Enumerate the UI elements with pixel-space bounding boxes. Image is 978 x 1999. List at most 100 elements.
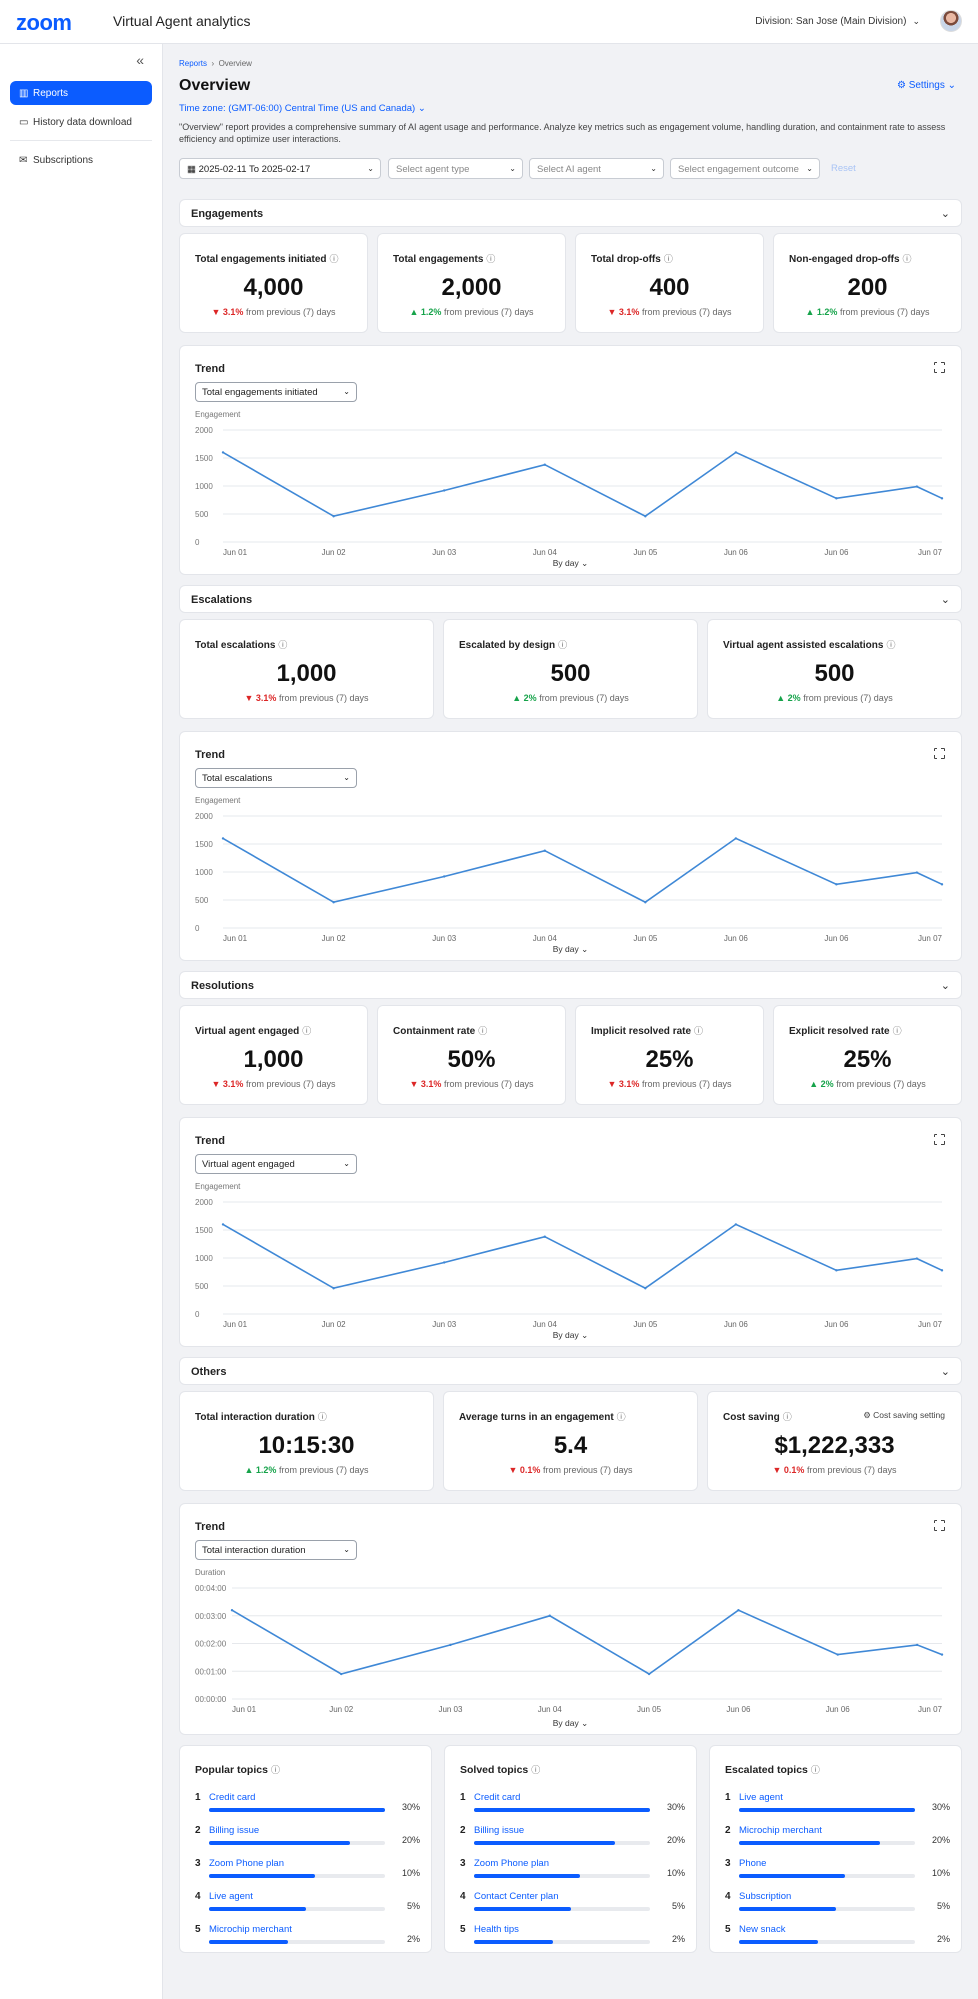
metric-title-label: Total drop-offs: [591, 254, 661, 265]
chevron-down-icon: ⌄: [578, 944, 589, 954]
expand-icon[interactable]: [932, 1132, 947, 1147]
date-range-picker[interactable]: ▦ 2025-02-11 To 2025-02-17 ⌄: [179, 158, 381, 179]
info-icon[interactable]: ⓘ: [270, 1765, 280, 1775]
engagement-outcome-select[interactable]: Select engagement outcome ⌄: [670, 158, 820, 179]
by-day-selector[interactable]: By day ⌄: [180, 1718, 961, 1729]
arrow-down-icon: ▼: [607, 307, 619, 317]
data-point: [332, 901, 335, 904]
info-icon[interactable]: ⓘ: [531, 1765, 541, 1775]
section-others[interactable]: Others ⌄: [179, 1357, 962, 1385]
topic-percent: 20%: [401, 1835, 420, 1845]
info-icon[interactable]: ⓘ: [329, 254, 339, 264]
info-icon[interactable]: ⓘ: [810, 1765, 820, 1775]
topic-bar-track: [209, 1940, 385, 1944]
topic-link[interactable]: Contact Center plan: [474, 1891, 559, 1902]
topic-percent: 5%: [406, 1901, 420, 1911]
sidebar-item-reports[interactable]: ▥ Reports: [10, 81, 152, 105]
info-icon[interactable]: ⓘ: [892, 1026, 902, 1036]
timezone-selector[interactable]: Time zone: (GMT-06:00) Central Time (US …: [179, 103, 426, 114]
topic-link[interactable]: Microchip merchant: [739, 1825, 822, 1836]
chevron-down-icon[interactable]: ⌄: [940, 594, 950, 606]
topic-link[interactable]: Live agent: [209, 1891, 253, 1902]
info-icon[interactable]: ⓘ: [278, 640, 288, 650]
info-icon[interactable]: ⓘ: [886, 640, 896, 650]
by-day-selector[interactable]: By day ⌄: [180, 944, 961, 955]
info-icon[interactable]: ⓘ: [558, 640, 568, 650]
delta-percent: 2%: [523, 693, 537, 703]
info-icon[interactable]: ⓘ: [782, 1412, 792, 1422]
info-icon[interactable]: ⓘ: [616, 1412, 626, 1422]
info-icon[interactable]: ⓘ: [302, 1026, 312, 1036]
chevron-down-icon[interactable]: ⌄: [940, 980, 950, 992]
trend-metric-select[interactable]: Total escalations ⌄: [195, 768, 357, 788]
by-day-selector[interactable]: By day ⌄: [180, 1330, 961, 1341]
ai-agent-placeholder: Select AI agent: [537, 164, 601, 175]
info-icon[interactable]: ⓘ: [478, 1026, 488, 1036]
cost-saving-setting-button[interactable]: ⚙ Cost saving setting: [863, 1410, 945, 1421]
by-day-selector[interactable]: By day ⌄: [180, 558, 961, 569]
zoom-logo[interactable]: zoom: [16, 10, 72, 35]
topic-link[interactable]: Subscription: [739, 1891, 792, 1902]
agent-type-select[interactable]: Select agent type ⌄: [388, 158, 523, 179]
metric-card: Implicit resolved rate ⓘ 25% ▼ 3.1% from pr…: [575, 1005, 764, 1105]
topic-link[interactable]: Credit card: [474, 1792, 521, 1803]
reset-button[interactable]: Reset: [831, 163, 856, 174]
x-tick-label: Jun 04: [533, 548, 558, 557]
section-escalations[interactable]: Escalations ⌄: [179, 585, 962, 613]
division-selector[interactable]: Division: San Jose (Main Division) ⌄: [755, 16, 920, 27]
y-tick-label: 1500: [195, 454, 213, 463]
chevron-down-icon[interactable]: ⌄: [940, 208, 950, 220]
avatar[interactable]: [940, 10, 962, 32]
info-icon[interactable]: ⓘ: [663, 254, 673, 264]
expand-icon[interactable]: [932, 360, 947, 375]
trend-metric-select[interactable]: Total interaction duration ⌄: [195, 1540, 357, 1560]
info-icon[interactable]: ⓘ: [317, 1412, 327, 1422]
expand-icon[interactable]: [932, 1518, 947, 1533]
x-tick-label: Jun 03: [432, 934, 457, 943]
chevron-down-icon: ⌄: [343, 387, 350, 396]
collapse-sidebar-icon[interactable]: «: [136, 52, 144, 68]
metric-title: Explicit resolved rate ⓘ: [789, 1024, 902, 1037]
trend-metric-select[interactable]: Total engagements initiated ⌄: [195, 382, 357, 402]
x-tick-label: Jun 06: [824, 934, 849, 943]
topic-link[interactable]: Live agent: [739, 1792, 783, 1803]
topic-row: 2 Billing issue 20%: [195, 1825, 420, 1853]
topic-link[interactable]: Phone: [739, 1858, 767, 1869]
topic-link[interactable]: New snack: [739, 1924, 786, 1935]
info-icon[interactable]: ⓘ: [902, 254, 912, 264]
breadcrumb-reports-link[interactable]: Reports: [179, 59, 208, 68]
topic-bar-fill: [739, 1907, 836, 1911]
topic-link[interactable]: Credit card: [209, 1792, 256, 1803]
trend-card-others: Trend Total interaction duration ⌄ Duration…: [179, 1503, 962, 1735]
y-tick-label: 1500: [195, 1226, 213, 1235]
topic-link[interactable]: Billing issue: [209, 1825, 260, 1836]
topic-link[interactable]: Microchip merchant: [209, 1924, 292, 1935]
metric-card: Total interaction duration ⓘ 10:15:30 ▲ 1.2…: [179, 1391, 434, 1491]
data-point: [915, 1643, 919, 1647]
cost-saving-setting-label: Cost saving setting: [873, 1410, 945, 1420]
metric-delta: ▲ 2% from previous (7) days: [708, 693, 961, 703]
settings-button[interactable]: ⚙ Settings ⌄: [897, 80, 956, 91]
topic-bar-fill: [739, 1874, 845, 1878]
expand-icon[interactable]: [932, 746, 947, 761]
topic-percent: 30%: [666, 1802, 685, 1812]
topic-link[interactable]: Billing issue: [474, 1825, 525, 1836]
ai-agent-select[interactable]: Select AI agent ⌄: [529, 158, 664, 179]
sidebar-item-subscriptions[interactable]: ✉ Subscriptions: [10, 148, 152, 172]
topic-link[interactable]: Health tips: [474, 1924, 519, 1935]
section-resolutions[interactable]: Resolutions ⌄: [179, 971, 962, 999]
arrow-down-icon: ▼: [607, 1079, 619, 1089]
chevron-down-icon: ⌄: [343, 1545, 350, 1554]
chevron-down-icon[interactable]: ⌄: [940, 1366, 950, 1378]
data-point: [543, 1235, 546, 1238]
sidebar-item-history-download[interactable]: ▭ History data download: [10, 110, 152, 134]
info-icon[interactable]: ⓘ: [486, 254, 496, 264]
x-tick-label: Jun 05: [633, 934, 658, 943]
topic-link[interactable]: Zoom Phone plan: [474, 1858, 549, 1869]
trend-metric-select[interactable]: Virtual agent engaged ⌄: [195, 1154, 357, 1174]
topic-bar-track: [739, 1907, 915, 1911]
topic-link[interactable]: Zoom Phone plan: [209, 1858, 284, 1869]
info-icon[interactable]: ⓘ: [694, 1026, 704, 1036]
section-engagements[interactable]: Engagements ⌄: [179, 199, 962, 227]
y-tick-label: 1000: [195, 482, 213, 491]
